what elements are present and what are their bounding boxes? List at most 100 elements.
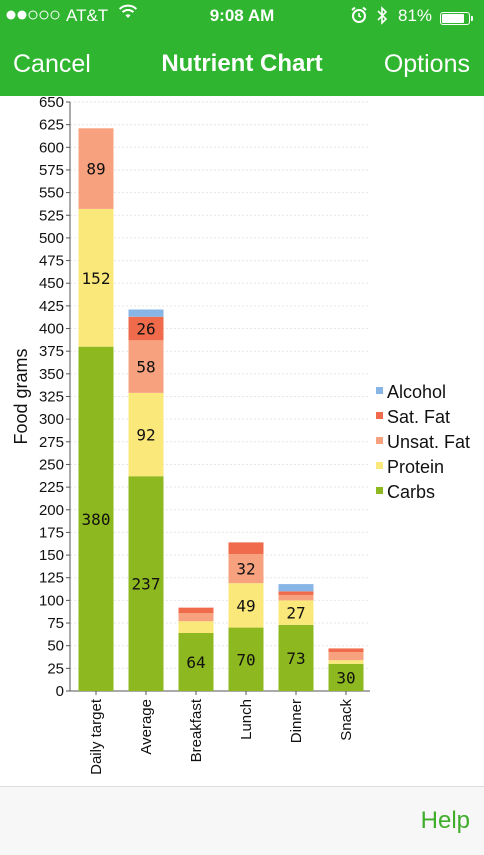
bar-segment	[78, 128, 114, 209]
y-tick-label: 350	[39, 366, 64, 383]
bar-segment	[228, 542, 264, 555]
y-tick-label: 50	[47, 638, 64, 655]
bar-segment	[278, 600, 314, 625]
y-tick-label: 25	[47, 660, 64, 677]
y-tick-label: 425	[39, 298, 64, 315]
y-tick-label: 100	[39, 592, 64, 609]
battery-icon	[440, 8, 473, 28]
y-tick-label: 375	[39, 343, 64, 360]
cancel-button[interactable]: Cancel	[13, 50, 91, 78]
y-tick-label: 475	[39, 253, 64, 270]
y-tick-label: 650	[39, 96, 64, 111]
y-tick-label: 500	[39, 230, 64, 247]
data-label: 73	[286, 649, 305, 668]
wifi-icon	[118, 4, 138, 25]
data-label: 89	[86, 160, 105, 179]
legend-swatch	[376, 487, 383, 494]
legend-swatch	[376, 387, 383, 394]
bottom-toolbar: Help	[0, 786, 484, 855]
y-tick-label: 575	[39, 162, 64, 179]
data-label: 70	[236, 650, 255, 669]
y-tick-label: 275	[39, 434, 64, 451]
data-label: 58	[136, 358, 155, 377]
y-tick-label: 75	[47, 615, 64, 632]
bar-segment	[328, 648, 364, 653]
data-label: 92	[136, 426, 155, 445]
x-tick-label: Snack	[338, 699, 355, 741]
data-label: 152	[82, 269, 111, 288]
bar-segment	[328, 652, 364, 661]
carrier-label: AT&T	[66, 6, 109, 25]
x-tick-label: Average	[138, 699, 155, 755]
status-bar: AT&T 9:08 AM 81%	[0, 0, 484, 32]
bar-segment	[328, 660, 364, 664]
data-label: 64	[186, 653, 205, 672]
data-label: 30	[336, 668, 355, 687]
bar-segment	[78, 346, 114, 691]
nutrient-chart: 0 25 50 75 100 125 150 175 200 225 250 275 300 325 350…	[0, 94, 484, 786]
bar-segment	[128, 316, 164, 341]
bar-segment	[178, 621, 214, 634]
y-tick-label: 200	[39, 502, 64, 519]
legend-label: Alcohol	[387, 382, 446, 402]
alarm-icon	[350, 6, 368, 29]
bar-segment	[128, 476, 164, 691]
bluetooth-icon	[376, 6, 388, 30]
bar-segment	[128, 309, 164, 317]
bar-segment	[278, 584, 314, 592]
data-label: 380	[82, 510, 111, 529]
y-tick-label: 300	[39, 411, 64, 428]
battery-percent: 81%	[398, 6, 433, 25]
data-label: 49	[236, 596, 255, 615]
data-label: 27	[286, 604, 305, 623]
bar-segment	[228, 627, 264, 691]
y-tick-label: 125	[39, 570, 64, 587]
chart-canvas: 0 25 50 75 100 125 150 175 200 225 250 275 300 325 350…	[11, 94, 470, 775]
x-tick-label: Daily target	[88, 698, 105, 775]
bar-segment	[228, 583, 264, 628]
bar-segment	[178, 613, 214, 622]
legend-label: Unsat. Fat	[387, 432, 470, 452]
data-label: 32	[236, 560, 255, 579]
x-tick-label: Dinner	[288, 699, 305, 743]
legend-label: Protein	[387, 457, 444, 477]
legend-label: Sat. Fat	[387, 407, 450, 427]
y-tick-label: 325	[39, 389, 64, 406]
y-tick-label: 525	[39, 207, 64, 224]
signal-strength-icon	[6, 6, 62, 26]
navigation-bar: Nutrient Chart Cancel Options	[0, 32, 484, 96]
data-label: 237	[132, 575, 161, 594]
bar-segment	[278, 594, 314, 601]
bar-segment	[128, 392, 164, 477]
bar-segment	[228, 554, 264, 584]
bar-segment	[178, 607, 214, 614]
bar-segment	[128, 340, 164, 393]
legend-swatch	[376, 412, 383, 419]
bar-segment	[278, 591, 314, 595]
data-label: 26	[136, 320, 155, 339]
bar-segment	[278, 624, 314, 691]
legend-swatch	[376, 437, 383, 444]
y-tick-label: 400	[39, 321, 64, 338]
y-tick-label: 0	[56, 683, 64, 700]
y-axis-label: Food grams	[11, 348, 31, 444]
y-tick-label: 175	[39, 524, 64, 541]
bar-segment	[78, 208, 114, 347]
clock: 9:08 AM	[209, 6, 275, 25]
y-tick-label: 150	[39, 547, 64, 564]
y-tick-label: 550	[39, 185, 64, 202]
y-tick-label: 250	[39, 456, 64, 473]
bar-segment	[328, 663, 364, 691]
x-tick-label: Lunch	[238, 699, 255, 740]
help-button[interactable]: Help	[420, 807, 470, 834]
y-tick-label: 600	[39, 139, 64, 156]
y-tick-label: 450	[39, 275, 64, 292]
y-tick-label: 625	[39, 117, 64, 134]
bar-segment	[178, 633, 214, 691]
page-title: Nutrient Chart	[161, 50, 323, 77]
legend-label: Carbs	[387, 482, 435, 502]
x-tick-label: Breakfast	[188, 698, 205, 762]
options-button[interactable]: Options	[383, 50, 470, 78]
legend-swatch	[376, 462, 383, 469]
y-tick-label: 225	[39, 479, 64, 496]
